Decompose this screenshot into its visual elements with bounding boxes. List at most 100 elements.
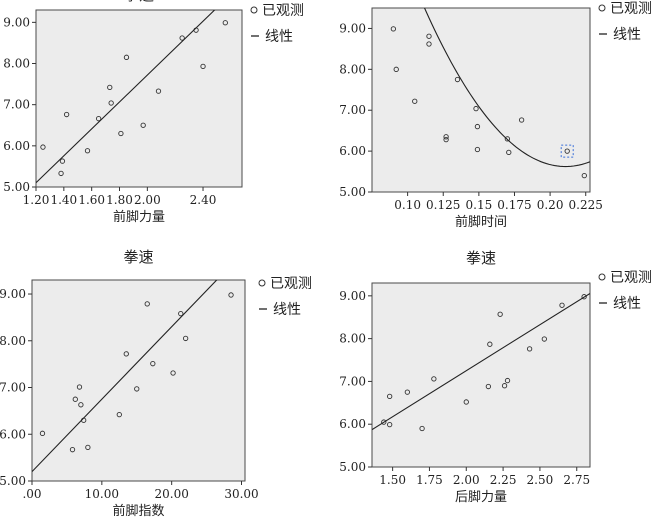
x-tick-label: 0.125 [426,198,460,212]
data-point [581,294,587,300]
legend-observed-icon [598,4,606,12]
data-point [179,35,185,41]
y-tick-label: 8.00 [0,334,26,348]
legend-linear-label: 线性 [613,296,641,312]
legend-observed-label: 已观测 [262,3,304,19]
x-tick-label: 2.25 [490,473,517,487]
data-point [390,26,397,32]
x-tick-label: 1.20 [23,193,50,207]
data-point [387,393,393,400]
data-point [381,419,387,425]
plot-area [371,7,591,193]
data-point [107,84,113,91]
data-point [426,41,432,47]
data-point [123,54,130,60]
x-tick-label: 1.60 [78,193,105,207]
legend-observed-label: 已观测 [270,276,312,292]
data-point [58,170,64,177]
x-axis-label: 前脚指数 [112,503,164,517]
data-point [59,158,66,164]
data-point [85,444,91,450]
legend-observed-label: 已观测 [610,1,652,17]
data-point [474,123,481,130]
data-point [123,351,129,357]
data-point [541,336,547,342]
data-point [72,396,78,402]
data-point [178,311,184,317]
x-axis-label: 前脚力量 [113,209,165,225]
data-point [228,292,234,298]
y-tick-label: 5.00 [0,474,26,488]
data-point [222,20,228,26]
x-tick-label: 0.225 [569,198,603,212]
data-point [95,116,102,122]
selected-point-marker [560,144,574,158]
fit-line [372,292,590,431]
fit-line [32,280,218,473]
data-point [526,346,533,352]
plot-area [31,279,246,482]
data-point [581,172,587,179]
data-point [170,370,176,376]
x-axis-label: 前脚时间 [455,214,507,230]
data-point [487,341,493,347]
x-tick-label: 20.00 [154,487,188,501]
y-tick-label: 9.00 [339,21,366,35]
x-tick-label: 10.00 [85,487,119,501]
chart-title: 拳速 [123,248,153,266]
data-point [150,361,156,367]
data-point [39,430,46,436]
data-point [485,383,492,390]
data-point [564,148,570,154]
chart-title: 拳速 [124,0,154,4]
y-tick-label: 7.00 [339,374,366,388]
y-tick-label: 5.00 [3,180,30,194]
legend-observed-icon [258,279,266,287]
legend-observed-icon [598,273,606,281]
y-tick-label: 6.00 [339,144,366,158]
data-point [504,136,511,142]
y-tick-label: 7.00 [339,103,366,117]
x-tick-label: 2.00 [134,193,161,207]
data-point [474,146,481,153]
x-tick-label: 2.40 [190,193,217,207]
x-tick-label: 1.50 [379,473,406,487]
data-point [473,105,479,112]
data-point [134,386,140,392]
data-point [200,63,206,70]
x-tick-label: 1.40 [50,193,77,207]
y-tick-label: 7.00 [3,98,30,112]
x-tick-label: 2.00 [453,473,480,487]
data-point [431,376,437,382]
data-point [76,384,83,390]
data-point [443,137,449,143]
data-point [426,33,432,39]
legend-observed-label: 已观测 [610,270,652,286]
y-tick-label: 5.00 [339,185,366,199]
data-point [78,402,84,408]
data-point [63,111,70,118]
y-tick-label: 6.00 [0,427,26,441]
data-point [182,335,189,342]
legend-linear-label: 线性 [273,302,301,318]
data-point [155,88,162,94]
x-axis-label: 后脚力量 [455,489,507,505]
data-point [504,377,511,384]
data-point [497,311,503,317]
x-tick-label: .00 [22,487,41,501]
data-point [404,389,411,395]
chart-title: 拳速 [466,249,496,267]
legend-linear-label: 线性 [265,29,293,45]
data-point [108,100,114,106]
data-point [69,447,76,453]
y-tick-label: 6.00 [3,139,30,153]
legend-observed-icon [250,6,258,14]
y-tick-label: 9.00 [0,287,26,301]
x-tick-label: 0.175 [497,198,531,212]
data-point [506,149,512,155]
data-point [40,144,46,150]
